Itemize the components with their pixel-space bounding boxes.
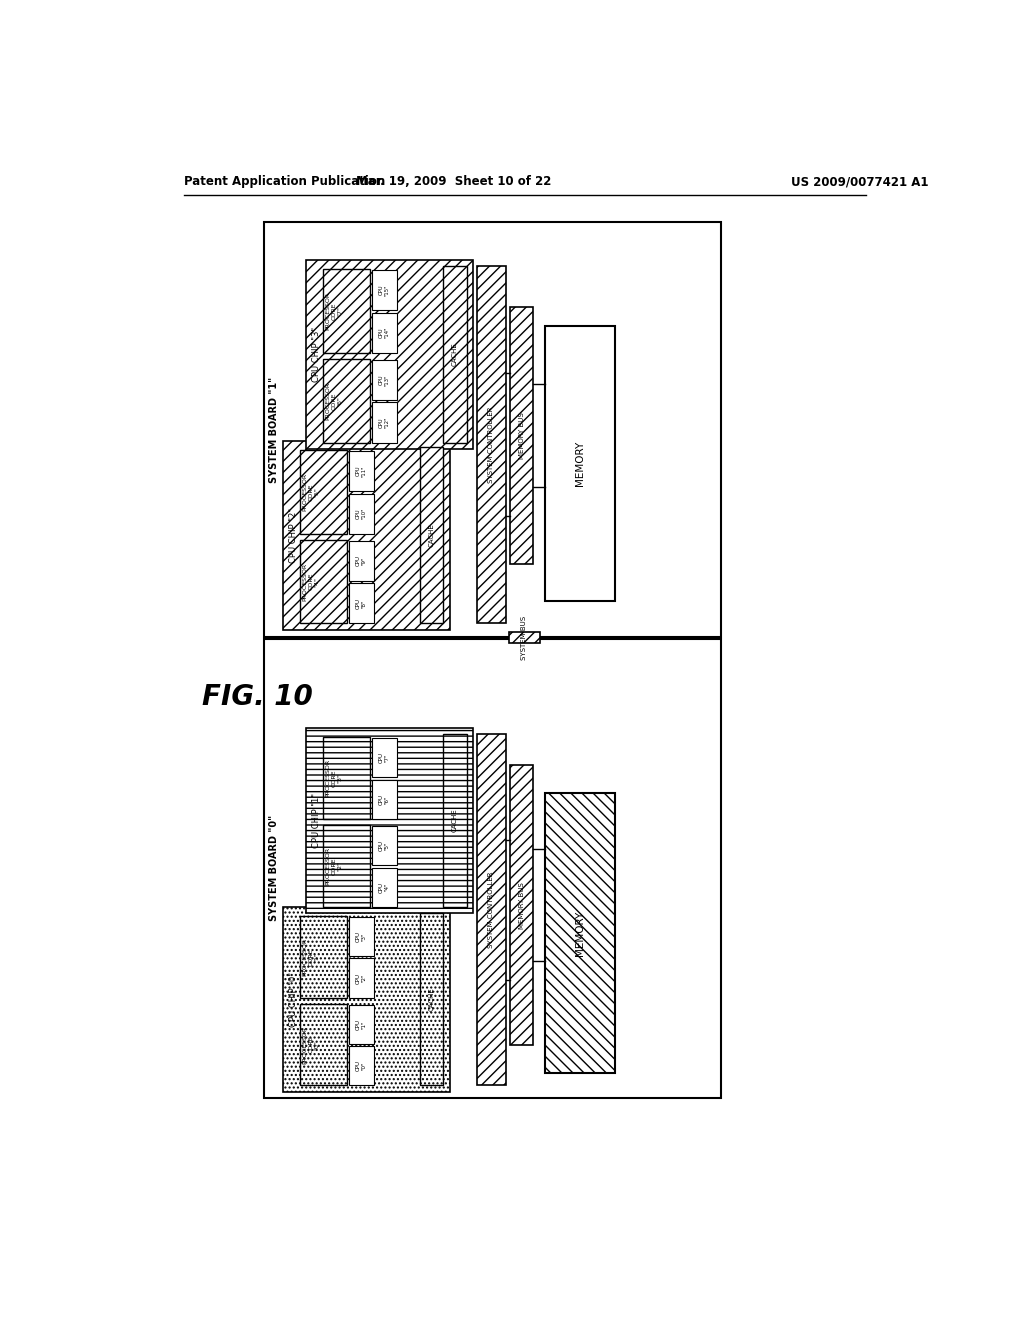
Text: CACHE: CACHE bbox=[429, 524, 435, 548]
Text: MEMORY: MEMORY bbox=[574, 441, 585, 486]
Bar bbox=[443, 267, 467, 442]
Bar bbox=[324, 269, 370, 352]
Bar bbox=[263, 639, 721, 1098]
Text: MEMORY: MEMORY bbox=[574, 911, 585, 956]
Bar bbox=[283, 907, 450, 1092]
Text: MEMORY BUS: MEMORY BUS bbox=[519, 882, 524, 929]
Bar bbox=[349, 1005, 374, 1044]
Text: PROCESSOR
CORE
"7": PROCESSOR CORE "7" bbox=[326, 292, 342, 330]
Bar bbox=[283, 441, 450, 630]
Text: CPU
"5": CPU "5" bbox=[379, 840, 390, 851]
Text: CPU
"9": CPU "9" bbox=[356, 556, 367, 566]
Bar bbox=[324, 825, 370, 907]
Bar bbox=[349, 494, 374, 533]
Text: CPU
"7": CPU "7" bbox=[379, 752, 390, 763]
Text: PROCESSOR
CORE
"3": PROCESSOR CORE "3" bbox=[326, 759, 342, 797]
Text: CPU
"8": CPU "8" bbox=[356, 598, 367, 609]
Text: CPU CHIP "0": CPU CHIP "0" bbox=[289, 972, 298, 1027]
Bar bbox=[300, 1003, 346, 1085]
Bar bbox=[349, 958, 374, 998]
Bar bbox=[263, 222, 721, 638]
Bar bbox=[324, 738, 370, 818]
Text: SYSTEM BUS: SYSTEM BUS bbox=[521, 616, 527, 660]
Text: CPU
"11": CPU "11" bbox=[356, 466, 367, 477]
Bar bbox=[349, 451, 374, 491]
Text: MEMORY BUS: MEMORY BUS bbox=[519, 412, 524, 459]
Text: PROCESSOR
CORE
"5": PROCESSOR CORE "5" bbox=[303, 473, 319, 511]
Text: PROCESSOR
CORE
"4": PROCESSOR CORE "4" bbox=[303, 562, 319, 601]
Text: CPU CHIP "1": CPU CHIP "1" bbox=[312, 793, 321, 849]
Bar bbox=[300, 540, 346, 623]
Bar bbox=[509, 632, 540, 643]
Bar bbox=[477, 734, 506, 1085]
Text: CPU
"14": CPU "14" bbox=[379, 327, 390, 338]
Bar bbox=[443, 734, 467, 907]
Text: SYSTEM BOARD "1": SYSTEM BOARD "1" bbox=[268, 376, 279, 483]
Text: CPU
"6": CPU "6" bbox=[379, 793, 390, 805]
Text: CPU
"10": CPU "10" bbox=[356, 508, 367, 519]
Bar bbox=[306, 729, 473, 913]
Text: SYSTEM BOARD "0": SYSTEM BOARD "0" bbox=[268, 816, 279, 921]
Text: CPU
"15": CPU "15" bbox=[379, 284, 390, 296]
Bar bbox=[420, 447, 443, 623]
Bar bbox=[300, 450, 346, 533]
Text: CPU CHIP "2": CPU CHIP "2" bbox=[289, 508, 298, 562]
Bar bbox=[372, 313, 397, 352]
Bar bbox=[372, 403, 397, 442]
Bar bbox=[300, 916, 346, 998]
Bar bbox=[349, 917, 374, 956]
Bar bbox=[372, 780, 397, 818]
Bar bbox=[324, 359, 370, 442]
Text: CPU
"1": CPU "1" bbox=[356, 1019, 367, 1030]
Bar bbox=[510, 766, 534, 1045]
Text: US 2009/0077421 A1: US 2009/0077421 A1 bbox=[791, 176, 928, 187]
Text: CPU
"4": CPU "4" bbox=[379, 882, 390, 892]
Text: SYSTEM CONTROLLER: SYSTEM CONTROLLER bbox=[488, 407, 495, 483]
Text: CACHE: CACHE bbox=[452, 342, 458, 366]
Bar bbox=[372, 826, 397, 866]
Bar bbox=[372, 271, 397, 310]
Bar bbox=[372, 360, 397, 400]
Text: CACHE: CACHE bbox=[452, 809, 458, 833]
Bar bbox=[349, 1047, 374, 1085]
Text: FIG. 10: FIG. 10 bbox=[202, 684, 312, 711]
Text: PROCESSOR
CORE
"2": PROCESSOR CORE "2" bbox=[326, 847, 342, 886]
Text: CPU
"3": CPU "3" bbox=[356, 931, 367, 942]
Bar bbox=[372, 738, 397, 777]
Text: PROCESSOR
CORE
"6": PROCESSOR CORE "6" bbox=[326, 381, 342, 420]
Text: PROCESSOR
CORE
"0": PROCESSOR CORE "0" bbox=[303, 1026, 319, 1064]
Bar bbox=[545, 326, 614, 602]
Bar bbox=[372, 867, 397, 907]
Text: CACHE: CACHE bbox=[429, 987, 435, 1011]
Bar bbox=[510, 308, 534, 564]
Bar bbox=[306, 260, 473, 449]
Text: SYSTEM CONTROLLER: SYSTEM CONTROLLER bbox=[488, 871, 495, 948]
Text: PROCESSOR
CORE
"1": PROCESSOR CORE "1" bbox=[303, 937, 319, 975]
Text: CPU
"0": CPU "0" bbox=[356, 1060, 367, 1072]
Text: CPU
"13": CPU "13" bbox=[379, 374, 390, 385]
Bar bbox=[349, 541, 374, 581]
Text: Mar. 19, 2009  Sheet 10 of 22: Mar. 19, 2009 Sheet 10 of 22 bbox=[355, 176, 551, 187]
Text: CPU CHIP "3": CPU CHIP "3" bbox=[312, 327, 321, 381]
Text: Patent Application Publication: Patent Application Publication bbox=[183, 176, 385, 187]
Bar bbox=[545, 793, 614, 1073]
Bar bbox=[477, 267, 506, 623]
Text: CPU
"12": CPU "12" bbox=[379, 417, 390, 428]
Bar bbox=[349, 583, 374, 623]
Text: CPU
"2": CPU "2" bbox=[356, 973, 367, 983]
Bar bbox=[420, 913, 443, 1085]
